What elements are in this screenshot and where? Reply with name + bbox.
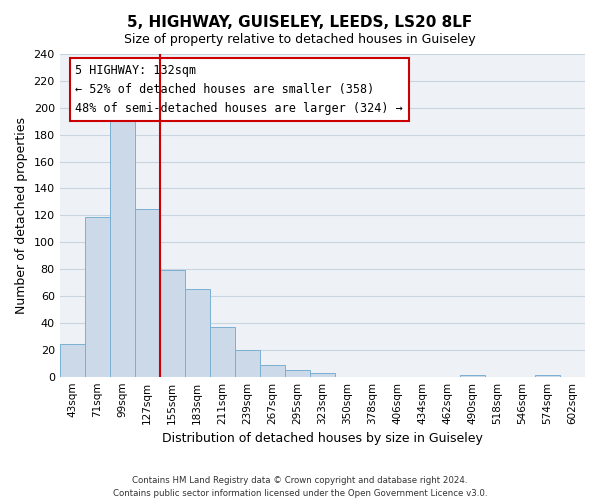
Bar bbox=[110, 110, 135, 376]
Bar bbox=[135, 208, 160, 376]
Bar bbox=[185, 290, 210, 376]
Bar bbox=[285, 370, 310, 376]
Bar bbox=[235, 350, 260, 376]
Bar bbox=[85, 216, 110, 376]
Bar bbox=[310, 372, 335, 376]
Y-axis label: Number of detached properties: Number of detached properties bbox=[15, 117, 28, 314]
Bar bbox=[160, 270, 185, 376]
X-axis label: Distribution of detached houses by size in Guiseley: Distribution of detached houses by size … bbox=[162, 432, 483, 445]
Bar bbox=[59, 344, 85, 376]
Bar bbox=[210, 327, 235, 376]
Text: Size of property relative to detached houses in Guiseley: Size of property relative to detached ho… bbox=[124, 32, 476, 46]
Bar bbox=[260, 364, 285, 376]
Text: 5 HIGHWAY: 132sqm
← 52% of detached houses are smaller (358)
48% of semi-detache: 5 HIGHWAY: 132sqm ← 52% of detached hous… bbox=[76, 64, 403, 114]
Text: 5, HIGHWAY, GUISELEY, LEEDS, LS20 8LF: 5, HIGHWAY, GUISELEY, LEEDS, LS20 8LF bbox=[127, 15, 473, 30]
Text: Contains HM Land Registry data © Crown copyright and database right 2024.
Contai: Contains HM Land Registry data © Crown c… bbox=[113, 476, 487, 498]
